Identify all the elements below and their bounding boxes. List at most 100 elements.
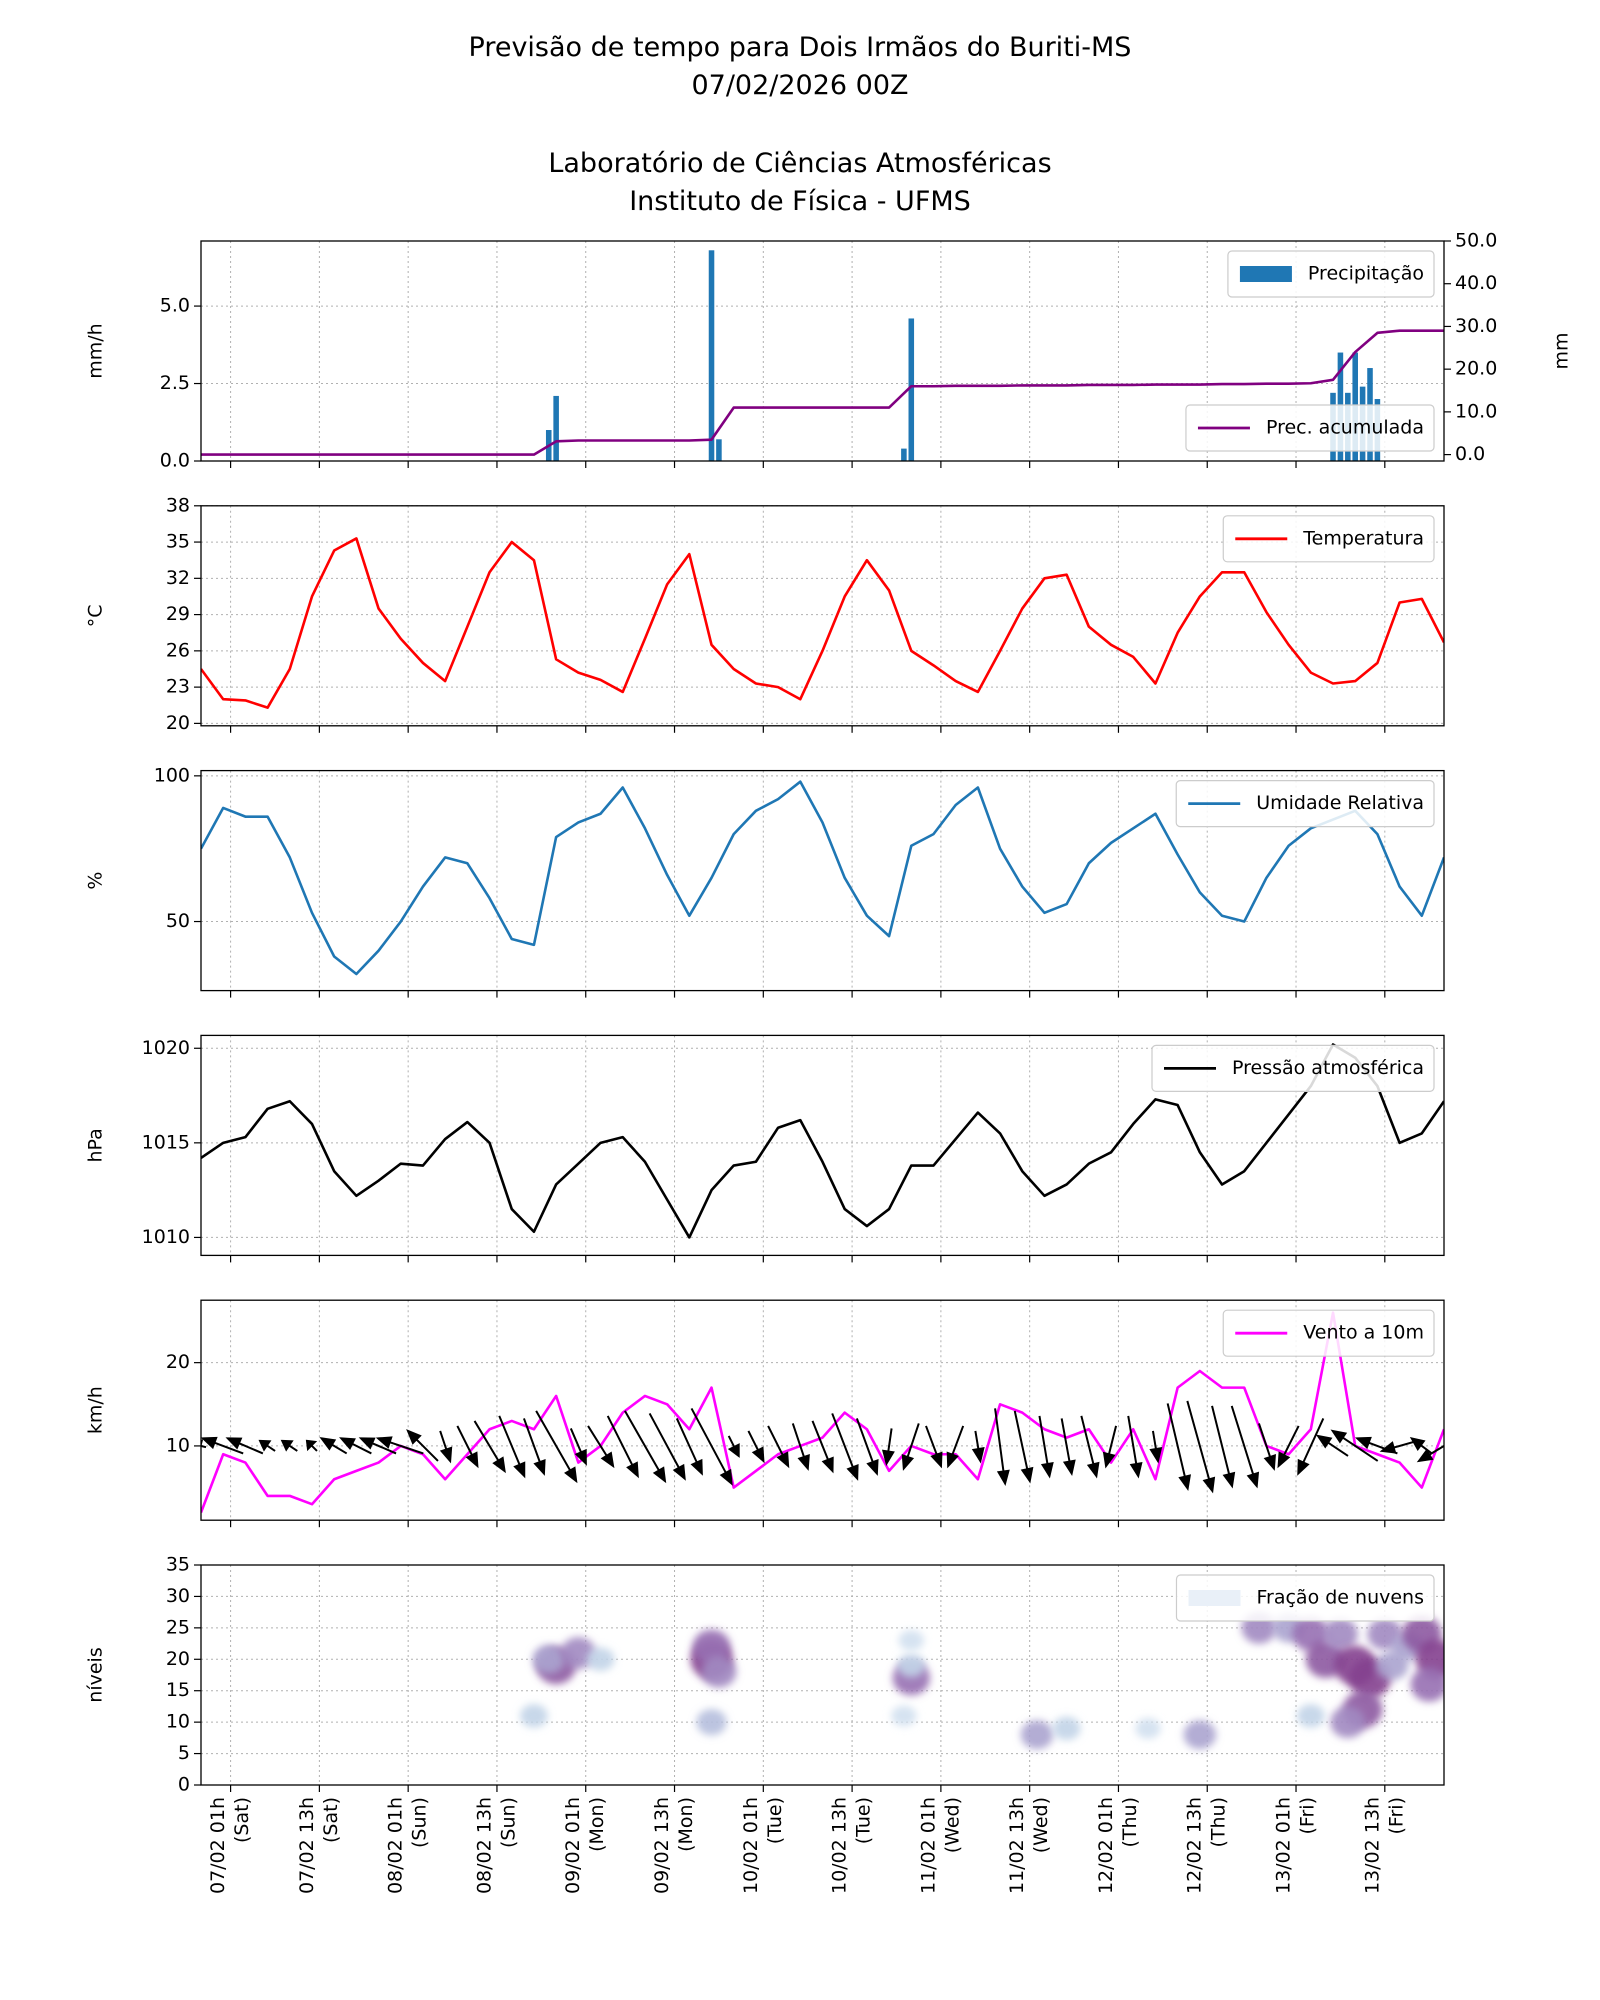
title-line: 07/02/2026 00Z bbox=[691, 70, 908, 101]
legend-label: Vento a 10m bbox=[1303, 1322, 1424, 1344]
legend: Vento a 10m bbox=[1222, 1309, 1435, 1357]
x-tick-label: (Tue) bbox=[764, 1797, 786, 1844]
x-tick-label: 10/02 01h bbox=[740, 1797, 762, 1894]
wind-arrow bbox=[305, 1439, 318, 1452]
x-tick-label: 13/02 01h bbox=[1273, 1797, 1295, 1894]
cloud-cell bbox=[897, 1653, 926, 1678]
legend-label: Temperatura bbox=[1302, 527, 1424, 549]
legend-label: Umidade Relativa bbox=[1256, 792, 1424, 814]
cloud-cell bbox=[586, 1647, 615, 1671]
y2-axis-label: mm bbox=[1551, 332, 1573, 369]
wind-arrow bbox=[1416, 1444, 1444, 1463]
x-tick-label: 12/02 01h bbox=[1095, 1797, 1117, 1894]
bar bbox=[908, 318, 915, 461]
cloud-cell bbox=[532, 1644, 566, 1674]
wind-arrow bbox=[1409, 1436, 1433, 1455]
cloud-cell bbox=[692, 1629, 731, 1664]
wind-arrow bbox=[1038, 1415, 1054, 1479]
wind-arrow bbox=[1127, 1415, 1143, 1479]
x-tick-label: 10/02 13h bbox=[829, 1797, 851, 1894]
x-tick-label: (Thu) bbox=[1208, 1797, 1230, 1848]
x-tick-label: 09/02 13h bbox=[651, 1797, 673, 1894]
wind-arrow bbox=[225, 1437, 264, 1455]
legend-box bbox=[1151, 1044, 1435, 1093]
y2-tick-label: 50.0 bbox=[1455, 230, 1497, 252]
wind-arrow bbox=[901, 1423, 920, 1471]
wind-arrow bbox=[1330, 1429, 1379, 1462]
x-tick-label: (Wed) bbox=[941, 1797, 963, 1853]
y2-tick-label: 20.0 bbox=[1455, 358, 1497, 380]
y-tick-label: 100 bbox=[154, 764, 190, 786]
y-axis-label: km/h bbox=[85, 1386, 107, 1434]
legend: Fração de nuvens bbox=[1175, 1574, 1435, 1622]
wind-arrow bbox=[406, 1429, 439, 1462]
wind-arrow bbox=[855, 1418, 879, 1476]
y-tick-label: 15 bbox=[166, 1679, 190, 1701]
x-tick-label: (Fri) bbox=[1297, 1797, 1319, 1834]
y-tick-label: 1010 bbox=[142, 1226, 190, 1248]
cloud-cell bbox=[898, 1630, 925, 1651]
wind-arrow bbox=[971, 1430, 985, 1464]
wind-arrow bbox=[1186, 1400, 1216, 1494]
cloud-cell bbox=[1052, 1716, 1081, 1741]
wind-arrow bbox=[498, 1415, 526, 1479]
x-tick-label: (Thu) bbox=[1119, 1797, 1141, 1848]
wind-arrow bbox=[690, 1407, 733, 1486]
wind-arrow bbox=[1230, 1405, 1260, 1489]
x-tick-label: (Sun) bbox=[497, 1797, 519, 1848]
y-tick-label: 5.0 bbox=[160, 295, 190, 317]
bar bbox=[901, 448, 907, 461]
cloud-cell bbox=[1322, 1618, 1358, 1650]
cloud-cell bbox=[891, 1705, 917, 1727]
x-tick-label: 11/02 13h bbox=[1006, 1797, 1028, 1894]
y-axis-label: % bbox=[85, 872, 107, 890]
x-tick-label: (Wed) bbox=[1030, 1797, 1052, 1853]
plot-frame bbox=[200, 769, 1445, 992]
y2-tick-label: 40.0 bbox=[1455, 272, 1497, 294]
plot-area bbox=[520, 1612, 1444, 1750]
y2-tick-label: 30.0 bbox=[1455, 315, 1497, 337]
line-series bbox=[201, 1043, 1444, 1239]
x-tick-label: (Mon) bbox=[675, 1797, 697, 1852]
plot-area bbox=[201, 1311, 1444, 1514]
y-tick-label: 5 bbox=[178, 1742, 190, 1764]
wind-arrow bbox=[375, 1436, 424, 1455]
y-tick-label: 26 bbox=[166, 639, 190, 661]
y-tick-label: 20 bbox=[166, 712, 190, 734]
y-tick-label: 2.5 bbox=[160, 372, 190, 394]
x-tick-label: 09/02 01h bbox=[562, 1797, 584, 1894]
wind-arrow bbox=[946, 1425, 965, 1469]
wind-arrow bbox=[473, 1420, 506, 1474]
wind-arrow bbox=[1149, 1430, 1163, 1464]
cloud-cell bbox=[520, 1704, 548, 1728]
wind-arrow bbox=[767, 1425, 790, 1469]
cloud-cell bbox=[1330, 1706, 1366, 1738]
legend: Pressão atmosférica bbox=[1151, 1044, 1435, 1093]
wind-arrow bbox=[1297, 1418, 1325, 1476]
plot-area bbox=[201, 537, 1444, 709]
y-tick-label: 25 bbox=[166, 1616, 190, 1638]
plot-frame bbox=[200, 1564, 1445, 1786]
wind-arrow bbox=[358, 1437, 397, 1455]
wind-arrow bbox=[747, 1430, 765, 1464]
legend: Precipitação bbox=[1227, 250, 1435, 298]
x-tick-label: (Fri) bbox=[1385, 1797, 1407, 1834]
legend-label: Fração de nuvens bbox=[1256, 1587, 1424, 1609]
legend-label: Precipitação bbox=[1308, 263, 1424, 285]
x-tick-label: 07/02 01h bbox=[207, 1797, 229, 1894]
cloud-cell bbox=[1375, 1651, 1409, 1681]
wind-arrow bbox=[439, 1430, 453, 1464]
wind-arrow bbox=[791, 1423, 810, 1471]
legend: Umidade Relativa bbox=[1175, 779, 1435, 828]
x-tick-label: 07/02 13h bbox=[296, 1797, 318, 1894]
wind-arrow bbox=[1315, 1434, 1349, 1457]
wind-arrow bbox=[727, 1435, 740, 1458]
wind-arrow bbox=[1211, 1405, 1236, 1489]
wind-arrow bbox=[201, 1436, 244, 1455]
y-tick-label: 20 bbox=[166, 1648, 190, 1670]
wind-arrow bbox=[587, 1425, 615, 1469]
wind-arrow bbox=[881, 1428, 895, 1466]
wind-arrow bbox=[1379, 1439, 1418, 1454]
x-tick-label: (Sat) bbox=[320, 1797, 342, 1843]
x-tick-label: (Mon) bbox=[586, 1797, 608, 1852]
